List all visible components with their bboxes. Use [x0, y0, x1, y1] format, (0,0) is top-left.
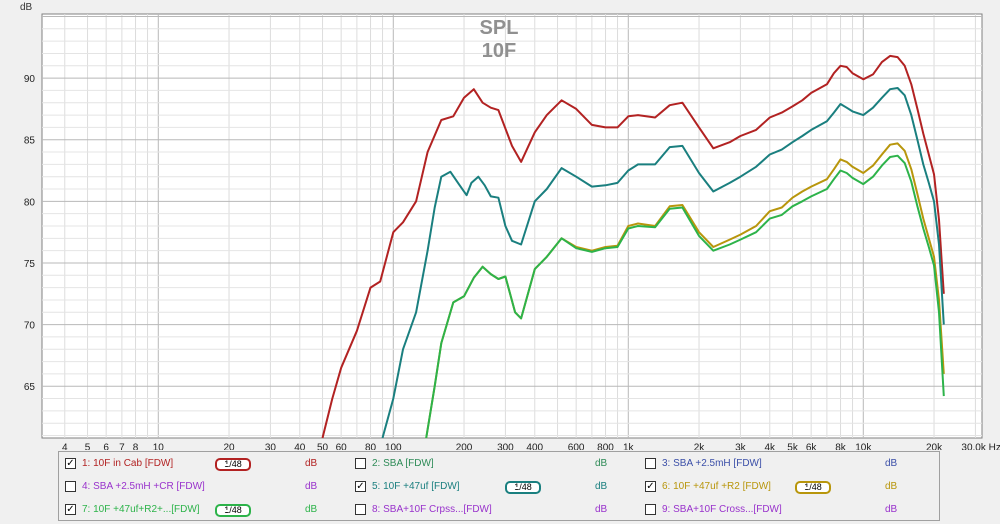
- legend-item[interactable]: 9: SBA+10F Cross...[FDW] dB: [645, 501, 925, 519]
- legend-checkbox[interactable]: ✓: [65, 504, 76, 515]
- legend-checkbox[interactable]: [645, 504, 656, 515]
- y-tick-label: 65: [24, 382, 36, 393]
- legend-checkbox[interactable]: [355, 458, 366, 469]
- x-tick-label: 2k: [694, 442, 706, 450]
- smoothing-badge[interactable]: 1/48: [215, 504, 251, 517]
- legend-unit: dB: [305, 481, 318, 492]
- x-tick-label: 40: [294, 442, 306, 450]
- grid-lines: [42, 14, 982, 438]
- x-tick-label: 60: [336, 442, 348, 450]
- legend-label: 1: 10F in Cab [FDW]: [82, 458, 174, 469]
- x-tick-label: 600: [568, 442, 585, 450]
- smoothing-badge[interactable]: 1/48: [215, 458, 251, 471]
- legend-item[interactable]: ✓ 7: 10F +47uf+R2+...[FDW] 1/48 dB: [65, 501, 345, 519]
- x-tick-label: 8k: [835, 442, 847, 450]
- x-tick-label: 6: [103, 442, 109, 450]
- x-tick-label: 30.0k Hz: [961, 442, 1000, 450]
- legend-unit: dB: [885, 458, 898, 469]
- y-tick-label: 85: [24, 136, 36, 147]
- legend-item[interactable]: ✓ 1: 10F in Cab [FDW] 1/48 dB: [65, 455, 345, 473]
- smoothing-badge[interactable]: 1/48: [505, 481, 541, 494]
- legend-item[interactable]: 8: SBA+10F Crpss...[FDW] dB: [355, 501, 635, 519]
- y-axis-label: dB: [20, 2, 33, 13]
- x-tick-label: 400: [526, 442, 543, 450]
- legend-label: 4: SBA +2.5mH +CR [FDW]: [82, 481, 205, 492]
- legend-label: 5: 10F +47uf [FDW]: [372, 481, 460, 492]
- x-tick-label: 100: [385, 442, 402, 450]
- x-tick-label: 20: [223, 442, 235, 450]
- x-tick-label: 4k: [764, 442, 776, 450]
- legend-unit: dB: [305, 504, 318, 515]
- x-tick-label: 300: [497, 442, 514, 450]
- x-tick-label: 10k: [855, 442, 872, 450]
- legend-unit: dB: [885, 504, 898, 515]
- series-line-2: [381, 87, 945, 439]
- x-tick-label: 30: [265, 442, 277, 450]
- x-tick-label: 200: [456, 442, 473, 450]
- legend-unit: dB: [885, 481, 898, 492]
- x-tick-label: 5: [85, 442, 91, 450]
- legend-item[interactable]: 4: SBA +2.5mH +CR [FDW] dB: [65, 478, 345, 496]
- legend-label: 9: SBA+10F Cross...[FDW]: [662, 504, 782, 515]
- x-tick-label: 3k: [735, 442, 747, 450]
- legend-label: 6: 10F +47uf +R2 [FDW]: [662, 481, 771, 492]
- legend-checkbox[interactable]: ✓: [355, 481, 366, 492]
- legend-checkbox[interactable]: [355, 504, 366, 515]
- y-tick-label: 75: [24, 259, 36, 270]
- y-tick-label: 80: [24, 197, 36, 208]
- legend-checkbox[interactable]: [645, 458, 656, 469]
- smoothing-badge[interactable]: 1/48: [795, 481, 831, 494]
- legend-item[interactable]: 3: SBA +2.5mH [FDW] dB: [645, 455, 925, 473]
- legend: ✓ 1: 10F in Cab [FDW] 1/48 dB 2: SBA [FDW] dB…: [58, 451, 940, 521]
- series-lines: [321, 54, 945, 439]
- y-tick-label: 70: [24, 321, 36, 332]
- x-tick-label: 1k: [623, 442, 635, 450]
- y-tick-label: 90: [24, 74, 36, 85]
- x-tick-label: 8: [133, 442, 139, 450]
- legend-label: 3: SBA +2.5mH [FDW]: [662, 458, 762, 469]
- legend-unit: dB: [595, 458, 608, 469]
- x-tick-label: 50: [317, 442, 329, 450]
- legend-checkbox[interactable]: ✓: [645, 481, 656, 492]
- x-tick-label: 10: [153, 442, 165, 450]
- x-tick-label: 4: [62, 442, 68, 450]
- legend-item[interactable]: ✓ 5: 10F +47uf [FDW] 1/48 dB: [355, 478, 635, 496]
- axis-ticks: 4 5 6 7 8 10 20 30 40 50 60 80 100 200 300 400 600 800 1k 2…: [24, 74, 1000, 450]
- x-tick-label: 80: [365, 442, 377, 450]
- spl-chart: 4 5 6 7 8 10 20 30 40 50 60 80 100 200 300 400 600 800 1k 2…: [20, 2, 1000, 450]
- legend-item[interactable]: ✓ 6: 10F +47uf +R2 [FDW] 1/48 dB: [645, 478, 925, 496]
- chart-subtitle: 10F: [482, 40, 516, 62]
- legend-label: 7: 10F +47uf+R2+...[FDW]: [82, 504, 200, 515]
- x-tick-label: 7: [119, 442, 125, 450]
- legend-item[interactable]: 2: SBA [FDW] dB: [355, 455, 635, 473]
- x-tick-label: 6k: [806, 442, 818, 450]
- legend-label: 2: SBA [FDW]: [372, 458, 434, 469]
- series-line-4: [425, 154, 945, 439]
- legend-checkbox[interactable]: [65, 481, 76, 492]
- x-tick-label: 800: [597, 442, 614, 450]
- x-tick-label: 20k: [926, 442, 943, 450]
- legend-label: 8: SBA+10F Crpss...[FDW]: [372, 504, 492, 515]
- chart-title: SPL: [480, 17, 519, 39]
- legend-unit: dB: [595, 481, 608, 492]
- x-tick-label: 5k: [787, 442, 799, 450]
- legend-checkbox[interactable]: ✓: [65, 458, 76, 469]
- legend-unit: dB: [305, 458, 318, 469]
- series-line-1: [321, 54, 945, 439]
- legend-unit: dB: [595, 504, 608, 515]
